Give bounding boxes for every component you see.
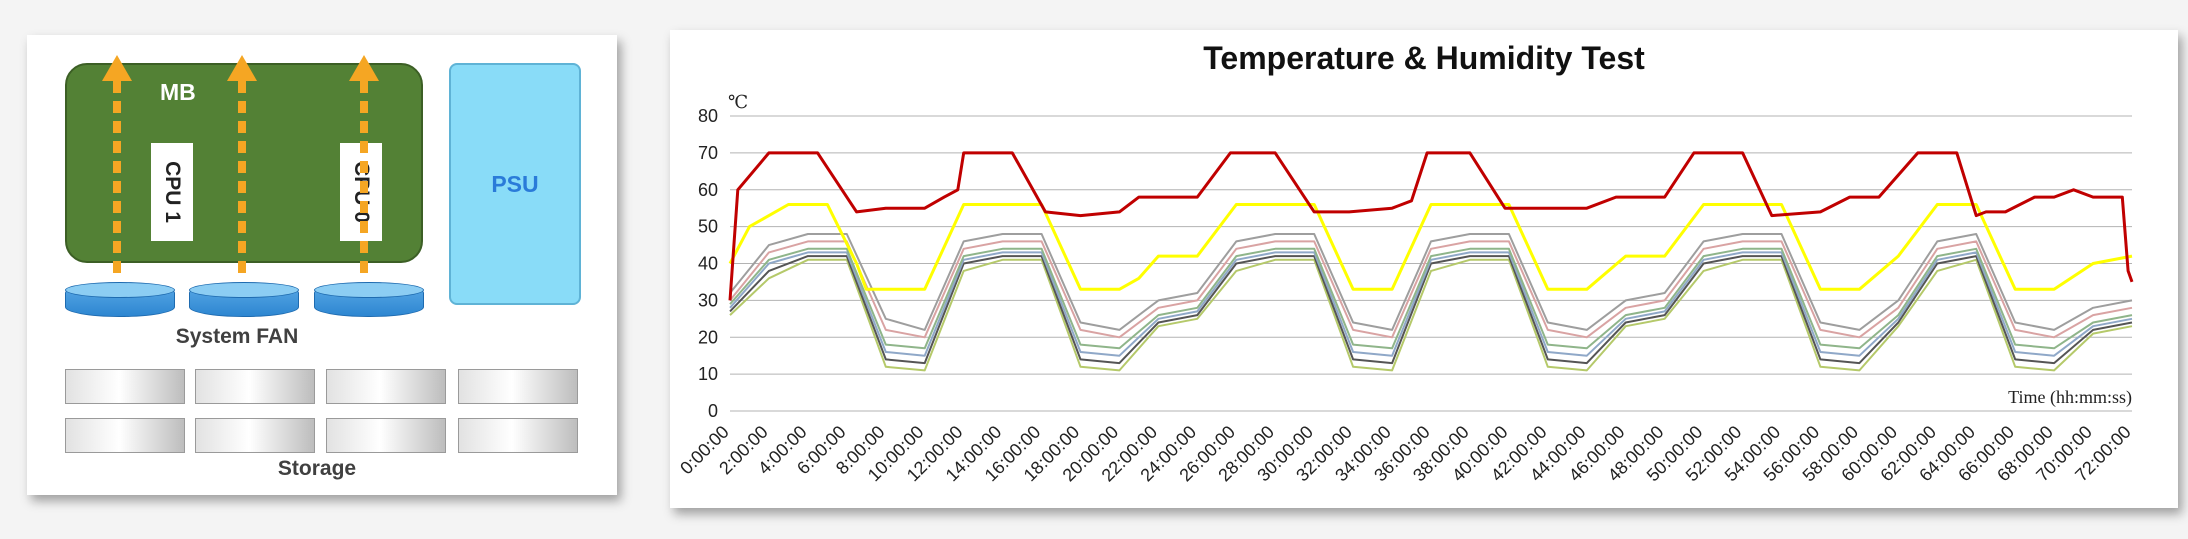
storage-label: Storage [277, 457, 357, 480]
storage-drive [195, 418, 315, 453]
cpu1-label: CPU 1 [161, 161, 185, 223]
series-line [729, 233, 2133, 331]
series-line [729, 247, 2133, 350]
system-layout-diagram: MB CPU 1 CPU 0 PSU System FAN Storage [27, 35, 617, 495]
storage-drive [458, 418, 578, 453]
storage-drive [326, 369, 446, 404]
series-line [729, 258, 2133, 372]
series-line [729, 255, 2133, 365]
airflow-arrow-icon [349, 55, 379, 281]
y-tick-label: 60 [698, 180, 718, 200]
storage-drive [458, 369, 578, 404]
x-axis-label: Time (hh:mm:ss) [2008, 387, 2132, 408]
series-line [728, 203, 2133, 291]
fan-icon [65, 282, 175, 317]
fan-icon [314, 282, 424, 317]
y-tick-label: 70 [698, 143, 718, 163]
chart-plot: 010203040506070800:00:002:00:004:00:006:… [676, 92, 2135, 485]
y-tick-label: 50 [698, 217, 718, 237]
psu-block: PSU [449, 63, 581, 305]
cpu1-block: CPU 1 [151, 143, 193, 241]
mb-label: MB [160, 79, 196, 105]
storage-drive [65, 418, 185, 453]
y-tick-label: 0 [708, 401, 718, 421]
y-tick-label: 30 [698, 290, 718, 310]
chart-title: Temperature & Humidity Test [1203, 40, 1645, 76]
y-tick-label: 80 [698, 106, 718, 126]
series-line [729, 240, 2133, 339]
series-line [728, 151, 2134, 301]
y-tick-label: 40 [698, 254, 718, 274]
airflow-arrow-icon [102, 55, 132, 281]
series-line [729, 251, 2133, 357]
system-fan-label: System FAN [175, 325, 299, 348]
storage-drive [195, 369, 315, 404]
psu-label: PSU [491, 170, 539, 197]
y-axis-label: ℃ [728, 92, 748, 112]
fan-icon [189, 282, 299, 317]
y-tick-label: 20 [698, 327, 718, 347]
airflow-arrow-icon [227, 55, 257, 281]
storage-drive [65, 369, 185, 404]
y-tick-label: 10 [698, 364, 718, 384]
storage-drive [326, 418, 446, 453]
temperature-humidity-chart: Temperature & Humidity Test 0 10 20 30 40 50 6… [670, 30, 2178, 508]
